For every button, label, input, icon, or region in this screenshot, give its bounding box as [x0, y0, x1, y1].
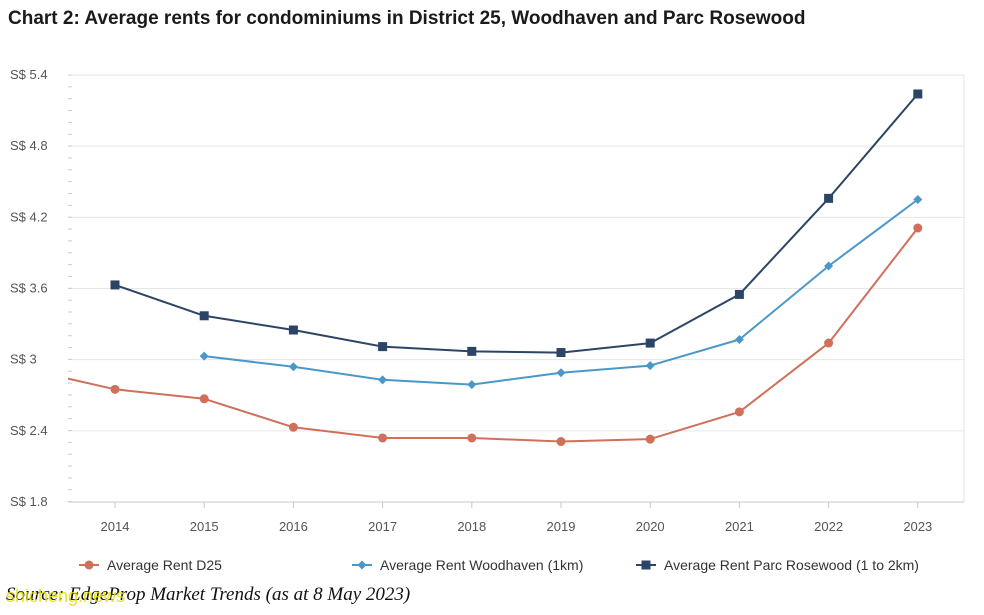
- x-tick-label: 2021: [725, 519, 754, 534]
- x-tick-label: 2018: [457, 519, 486, 534]
- data-point: [288, 325, 298, 335]
- y-tick-label: S$ 5.4: [10, 67, 48, 82]
- legend-marker: [84, 560, 94, 570]
- data-point: [556, 348, 566, 358]
- series-group: [67, 89, 923, 447]
- x-tick-label: 2020: [636, 519, 665, 534]
- y-tick-label: S$ 4.2: [10, 209, 48, 224]
- legend-label: Average Rent Parc Rosewood (1 to 2km): [664, 557, 919, 573]
- legend: Average Rent D25 Average Rent Woodhaven (…: [79, 557, 919, 573]
- data-point: [199, 311, 209, 321]
- data-point: [199, 394, 209, 404]
- x-tick-label: 2017: [368, 519, 397, 534]
- legend-item: Average Rent Parc Rosewood (1 to 2km): [636, 557, 919, 573]
- y-tick-label: S$ 4.8: [10, 138, 48, 153]
- data-point: [734, 289, 744, 299]
- x-tick-label: 2014: [101, 519, 130, 534]
- series-diamond: [199, 195, 923, 390]
- data-point: [378, 375, 388, 385]
- data-point: [467, 433, 477, 443]
- y-tick-label: S$ 1.8: [10, 494, 48, 509]
- data-point: [824, 261, 834, 271]
- y-tick-label: S$ 2.4: [10, 423, 48, 438]
- legend-item: Average Rent Woodhaven (1km): [352, 557, 583, 573]
- x-tick-label: 2016: [279, 519, 308, 534]
- legend-label: Average Rent Woodhaven (1km): [380, 557, 583, 573]
- data-point: [199, 351, 209, 361]
- y-tick-label: S$ 3.6: [10, 281, 48, 296]
- data-point: [110, 384, 120, 394]
- series-circle: [67, 223, 923, 447]
- data-point: [378, 342, 388, 352]
- watermark: shicheng.news: [6, 586, 126, 606]
- data-point: [288, 422, 298, 432]
- data-point: [556, 368, 566, 378]
- data-point: [913, 195, 923, 205]
- data-point: [556, 437, 566, 447]
- source-note: Source: EdgeProp Market Trends (as at 8 …: [6, 584, 411, 605]
- legend-marker: [357, 560, 367, 570]
- data-point: [645, 338, 655, 348]
- x-tick-label: 2022: [814, 519, 843, 534]
- y-tick-label: S$ 3: [10, 352, 37, 367]
- x-axis: 2014 2015 2016 2017 2018 2019 2020 2021 2022 2023: [101, 502, 932, 534]
- legend-item: Average Rent D25: [79, 557, 222, 573]
- data-point: [110, 280, 120, 290]
- series-square: [110, 89, 923, 358]
- legend-marker: [641, 560, 651, 570]
- data-point: [645, 361, 655, 371]
- x-tick-label: 2015: [190, 519, 219, 534]
- data-point: [734, 407, 744, 417]
- x-tick-label: 2023: [903, 519, 932, 534]
- series-line: [114, 93, 919, 354]
- data-point: [913, 89, 923, 99]
- data-point: [467, 380, 477, 390]
- data-point: [378, 433, 388, 443]
- data-point: [645, 434, 655, 444]
- data-point: [734, 335, 744, 345]
- x-tick-label: 2019: [547, 519, 576, 534]
- data-point: [824, 193, 834, 203]
- series-line: [67, 227, 919, 443]
- data-point: [467, 346, 477, 356]
- legend-label: Average Rent D25: [107, 557, 222, 573]
- data-point: [913, 223, 923, 233]
- data-point: [288, 362, 298, 372]
- y-axis: S$ 1.8 S$ 2.4 S$ 3 S$ 3.6 S$ 4.2 S$ 4.8 S$ 5.4: [10, 67, 72, 509]
- chart-title: Chart 2: Average rents for condominiums …: [8, 8, 806, 29]
- grid-lines: [68, 74, 965, 503]
- data-point: [824, 338, 834, 348]
